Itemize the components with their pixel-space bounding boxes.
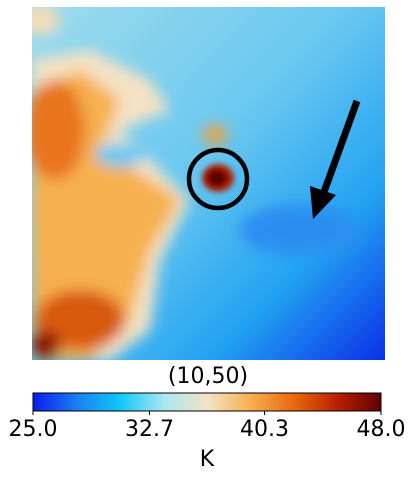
arrow: [310, 99, 361, 219]
colorbar-tick-label: 25.0: [9, 417, 58, 442]
colorbar-tick-label: 48.0: [357, 417, 406, 442]
highlight-circle: [186, 147, 250, 211]
colorbar-label: K: [200, 447, 215, 472]
colorbar: [32, 392, 382, 412]
colorbar-tick-label: 32.7: [125, 417, 174, 442]
chart-title: (10,50): [168, 364, 248, 389]
colorbar-tick-label: 40.3: [240, 417, 289, 442]
